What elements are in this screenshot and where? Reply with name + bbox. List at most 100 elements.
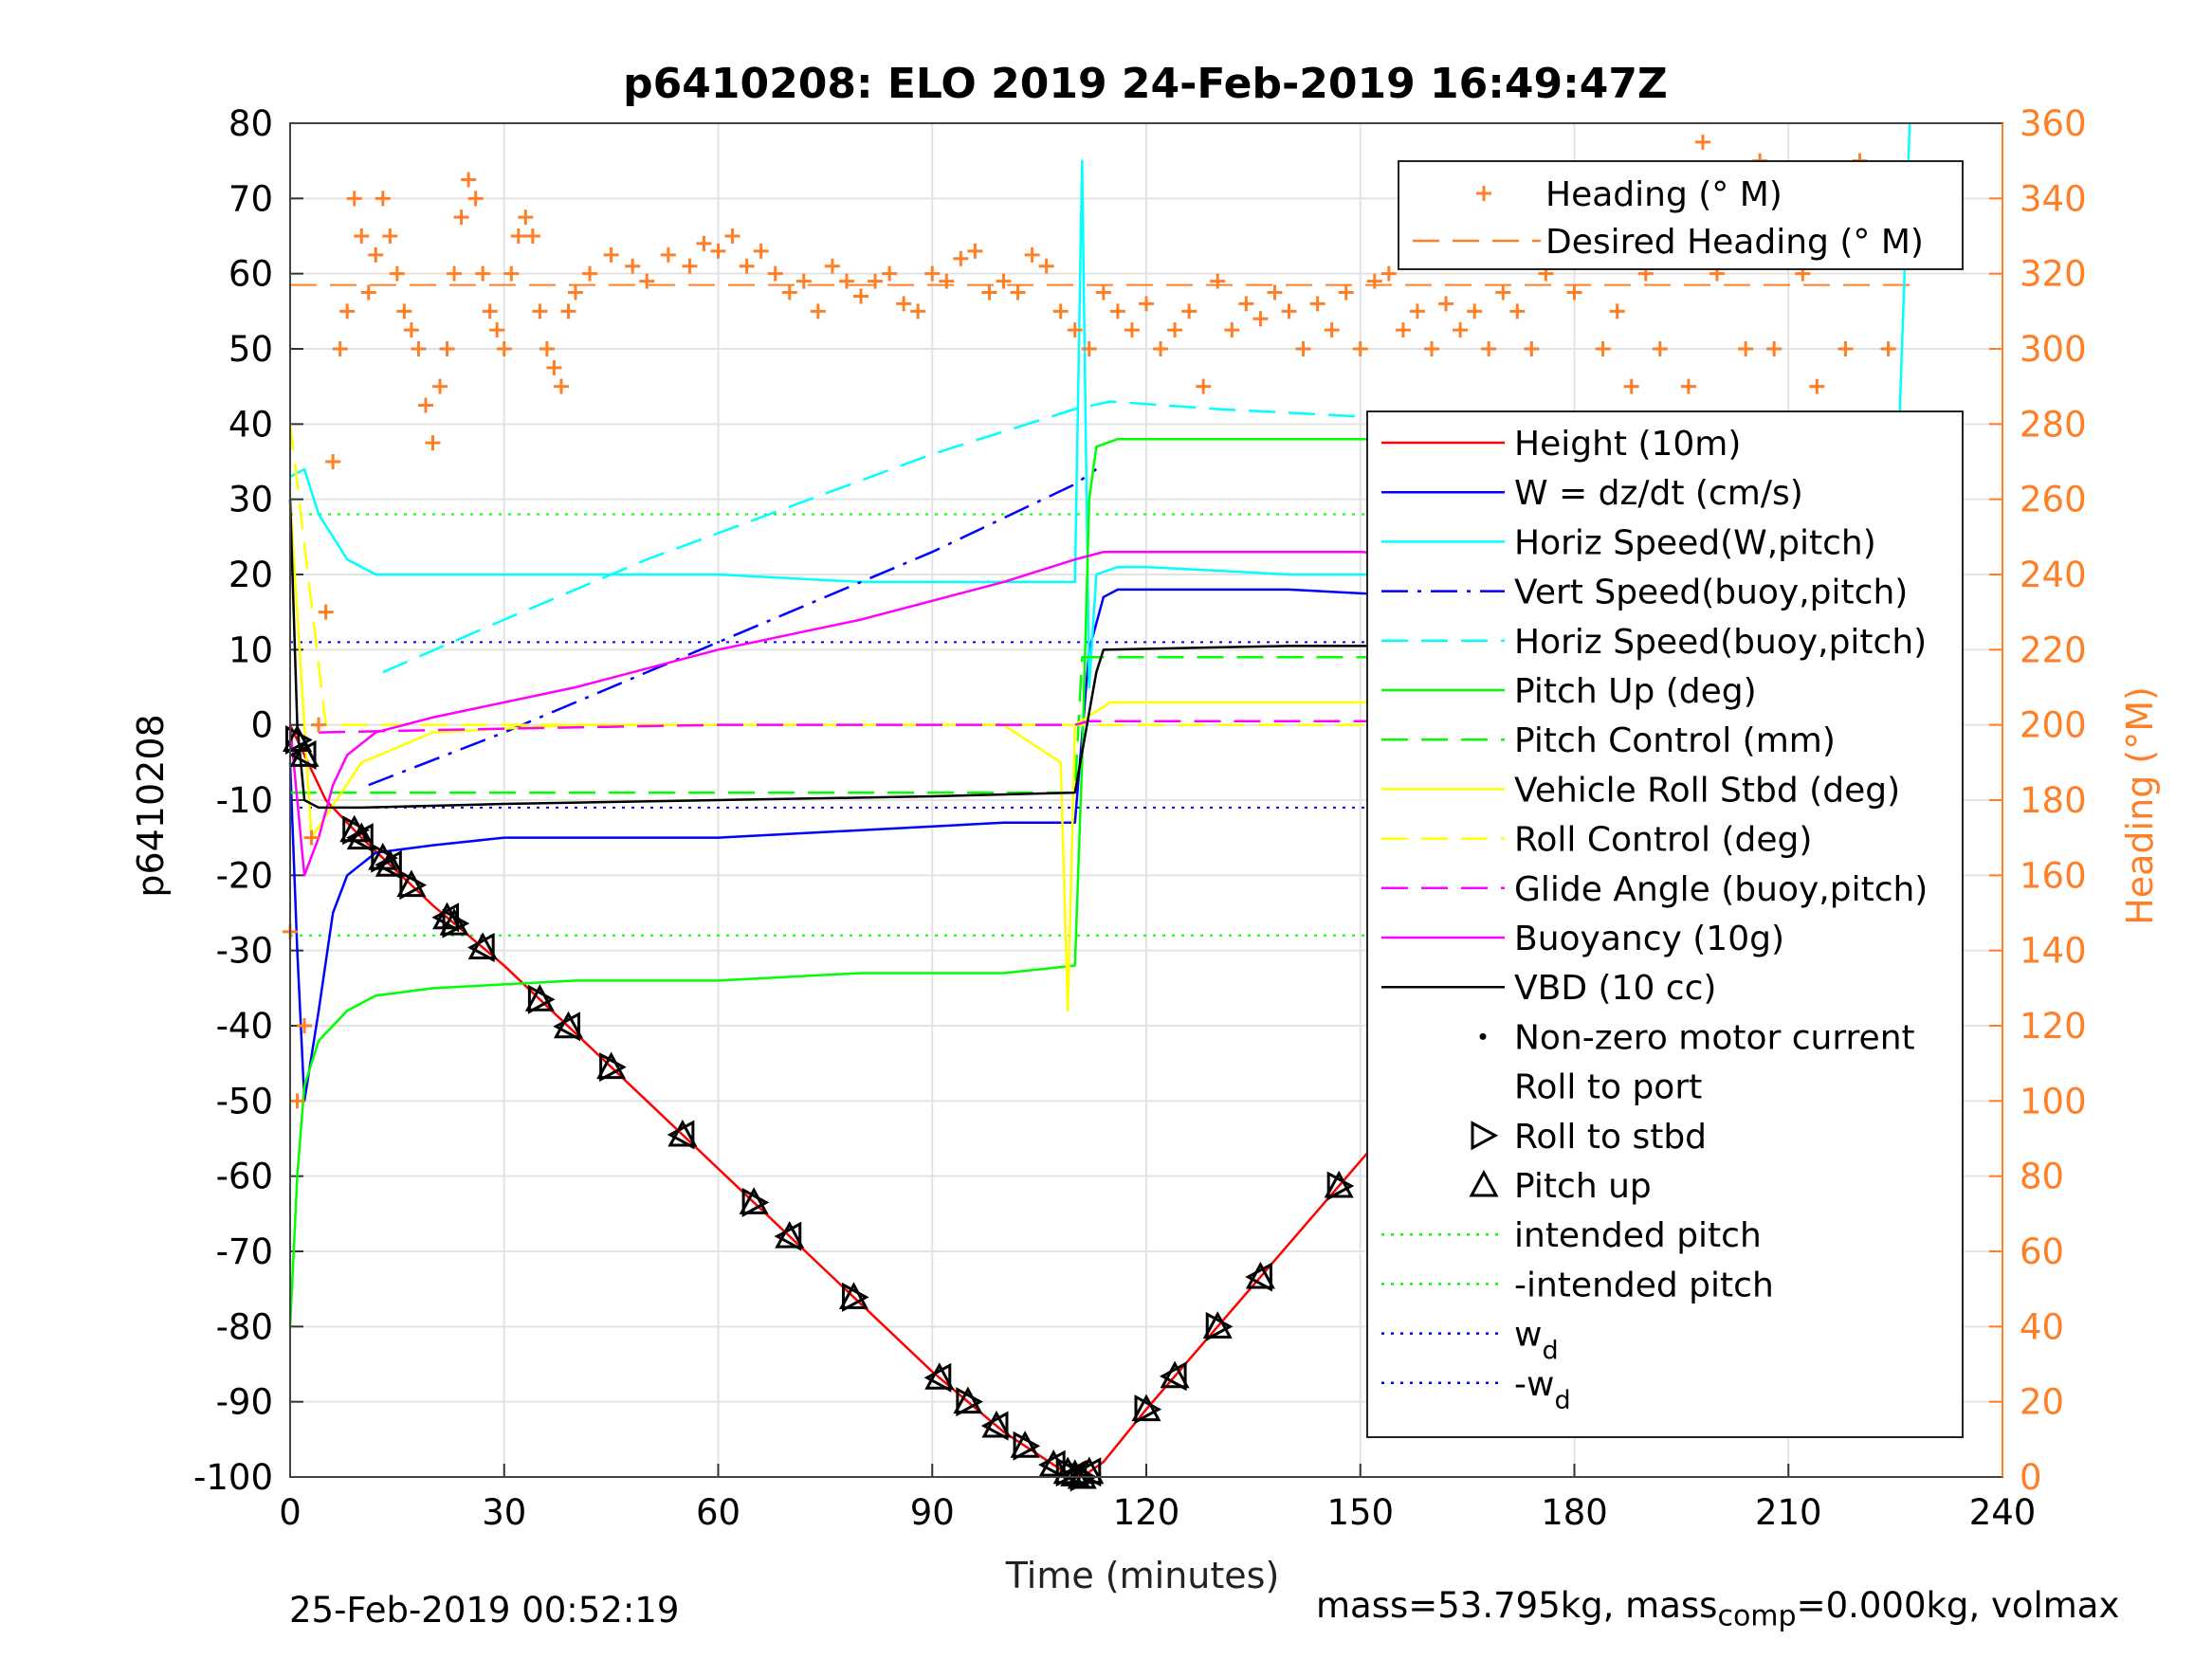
legend-label: Height (10m) [1514,425,1741,464]
heading-marker [1566,284,1582,301]
heading-marker [1395,322,1411,338]
heading-marker [1694,134,1710,150]
roll-port-marker [553,1012,580,1042]
heading-marker [739,258,755,274]
heading-marker [660,246,676,263]
roll-stbd-marker [1134,1395,1162,1425]
x-tick-label: 150 [1326,1492,1394,1533]
y2-tick-label: 160 [2020,855,2087,896]
heading-marker [539,341,555,356]
heading-marker [639,273,655,289]
y-tick-label: -40 [216,1006,273,1047]
heading-marker [346,191,362,207]
heading-marker [1766,341,1782,356]
heading-marker [1380,265,1397,282]
x-tick-label: 210 [1755,1492,1822,1533]
pitch-up-marker [953,1386,983,1414]
heading-marker [318,604,334,620]
y2-tick-label: 20 [2020,1382,2064,1423]
roll-port-marker [346,823,374,853]
y-tick-label: -80 [216,1306,273,1347]
heading-marker [1595,341,1611,356]
heading-marker [1467,303,1483,319]
heading-marker [603,246,619,263]
heading-marker [1338,284,1354,301]
y2-tick-label: 60 [2020,1231,2064,1272]
heading-marker [910,303,926,319]
y2-tick-label: 40 [2020,1306,2064,1347]
legend-label-subscript: d [1554,1386,1570,1415]
heading-marker [1067,322,1083,338]
legend-label: Roll to port [1514,1068,1702,1107]
heading-marker [289,1093,305,1109]
footer-mass: mass=53.795kg, masscomp=0.000kg, volmax [1316,1585,2119,1632]
heading-marker [1409,303,1425,319]
heading-legend-box [1398,160,1964,270]
y2-tick-label: 80 [2020,1157,2064,1197]
y2-tick-label: 260 [2020,480,2087,520]
legend-label: Vehicle Roll Stbd (deg) [1514,771,1900,810]
heading-marker [767,265,783,282]
y2-tick-label: 240 [2020,555,2087,595]
heading-marker [311,717,327,733]
x-axis-label: Time (minutes) [1005,1555,1280,1596]
heading-marker [1837,341,1854,356]
roll-port-marker [375,849,402,880]
heading-marker [1095,284,1111,301]
heading-marker [496,341,512,356]
roll-port-marker [774,1221,802,1251]
y2-tick-label: 320 [2020,254,2087,295]
y-tick-label: -60 [216,1157,273,1197]
heading-marker [568,284,583,301]
heading-marker [332,341,348,356]
heading-marker [1352,341,1368,356]
roll-port-marker [923,1362,952,1393]
legend-label: Pitch up [1514,1167,1652,1206]
y2-axis-label: Heading (°M) [2119,686,2161,925]
roll-stbd-marker [442,908,470,939]
y-tick-label: 10 [229,629,273,670]
heading-marker [868,273,884,289]
y-tick-label: 40 [229,404,273,445]
heading-marker [1609,303,1625,319]
pitch-up-marker [1131,1394,1161,1422]
y2-tick-label: 200 [2020,705,2087,746]
pitch-up-marker [396,869,427,898]
pitch-up-marker [289,739,320,767]
legend-label: Pitch Control (mm) [1514,721,1836,760]
chart-title: p6410208: ELO 2019 24-Feb-2019 16:49:47Z [623,60,1668,108]
legend-label: Horiz Speed(W,pitch) [1514,523,1876,562]
heading-marker [461,172,477,188]
heading-marker [625,258,641,274]
legend-label: Vert Speed(buoy,pitch) [1514,574,1908,612]
heading-marker [518,210,534,226]
legend-label: Roll Control (deg) [1514,821,1812,860]
heading-marker [560,303,576,319]
y-tick-label: 0 [250,705,273,746]
roll-stbd-marker [1205,1311,1234,1341]
pitch-up-marker [375,849,405,877]
y2-tick-label: 280 [2020,404,2087,445]
heading-marker [1509,303,1526,319]
heading-marker [1453,322,1469,338]
y2-tick-label: 180 [2020,780,2087,821]
heading-marker [303,830,320,846]
pitch-up-marker [1160,1360,1190,1389]
pitch-up-marker [283,724,313,753]
legend-swatch [1471,1121,1499,1151]
y2-tick-label: 360 [2020,103,2087,144]
x-tick-label: 240 [1969,1492,2037,1533]
y2-tick-label: 300 [2020,329,2087,370]
pitch-up-marker [775,1220,805,1249]
legend-label: W = dz/dt (cm/s) [1514,474,1803,513]
pitch-up-marker [524,984,555,1012]
heading-marker [368,246,384,263]
legend-label: intended pitch [1514,1216,1762,1255]
heading-marker [1623,378,1639,394]
y-tick-label: 50 [229,329,273,370]
heading-marker [1366,273,1382,289]
heading-marker [1424,341,1439,356]
pitch-up-marker [553,1011,583,1039]
heading-marker [981,284,997,301]
pitch-up-marker [981,1410,1012,1438]
